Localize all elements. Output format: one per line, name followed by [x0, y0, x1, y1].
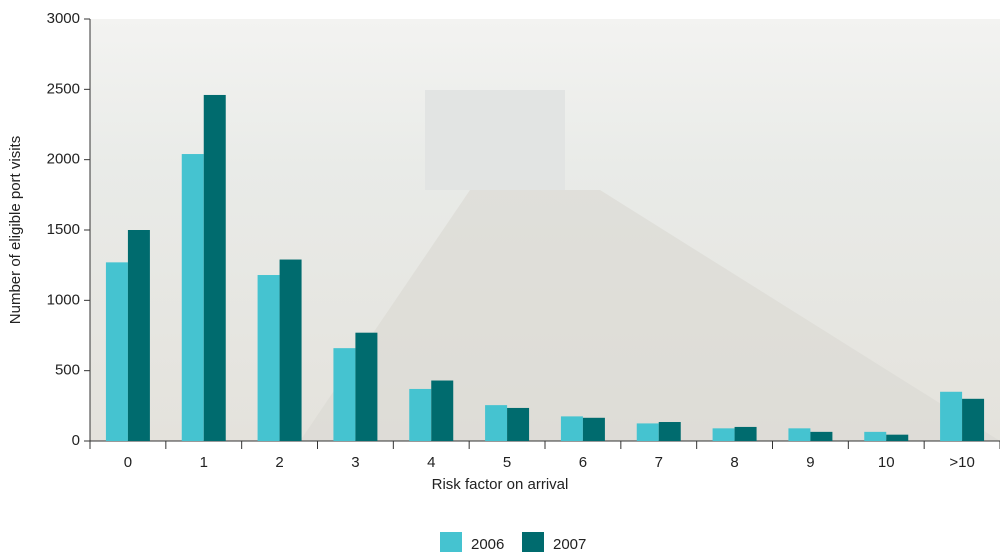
legend-label: 2007	[553, 536, 586, 553]
x-tick-label: 10	[878, 454, 895, 471]
bar	[485, 405, 508, 441]
bar	[940, 391, 963, 441]
y-tick-label: 2500	[47, 80, 80, 97]
x-axis-label: Risk factor on arrival	[432, 476, 569, 493]
x-tick-label: 6	[579, 454, 587, 471]
bar	[734, 426, 757, 441]
y-tick-label: 500	[55, 362, 80, 379]
bar	[582, 417, 605, 441]
x-tick-label: 0	[124, 454, 132, 471]
bar	[355, 332, 378, 441]
bar	[105, 262, 128, 441]
bar	[409, 388, 432, 441]
x-tick-label: 3	[351, 454, 359, 471]
y-tick-label: 0	[72, 432, 80, 449]
bar	[507, 407, 530, 441]
legend-swatch	[440, 532, 462, 552]
x-tick-label: 8	[730, 454, 738, 471]
bar	[431, 380, 454, 441]
y-tick-label: 1500	[47, 221, 80, 238]
bar	[788, 428, 811, 441]
x-tick-label: 4	[427, 454, 435, 471]
legend-label: 2006	[471, 536, 504, 553]
y-tick-label: 2000	[47, 151, 80, 168]
backdrop-deck	[300, 190, 1000, 441]
x-tick-label: 2	[275, 454, 283, 471]
x-tick-label: 1	[200, 454, 208, 471]
bar	[658, 422, 681, 441]
x-tick-label: 5	[503, 454, 511, 471]
y-tick-label: 1000	[47, 291, 80, 308]
bar	[886, 434, 909, 441]
y-tick-label: 3000	[47, 10, 80, 27]
bar	[333, 348, 356, 441]
bar	[864, 431, 887, 441]
x-tick-label: 9	[806, 454, 814, 471]
x-tick-label: >10	[949, 454, 974, 471]
bar	[636, 423, 659, 441]
bar	[279, 259, 302, 441]
legend-swatch	[522, 532, 544, 552]
bar	[257, 275, 280, 441]
bar	[560, 416, 583, 441]
x-tick-label: 7	[655, 454, 663, 471]
bar	[203, 94, 226, 442]
bar	[810, 431, 833, 441]
bar	[181, 154, 204, 442]
bar	[712, 428, 735, 441]
bar	[127, 230, 150, 441]
bar	[962, 398, 985, 441]
y-axis-label: Number of eligible port visits	[7, 136, 24, 324]
backdrop-ship	[425, 90, 565, 190]
